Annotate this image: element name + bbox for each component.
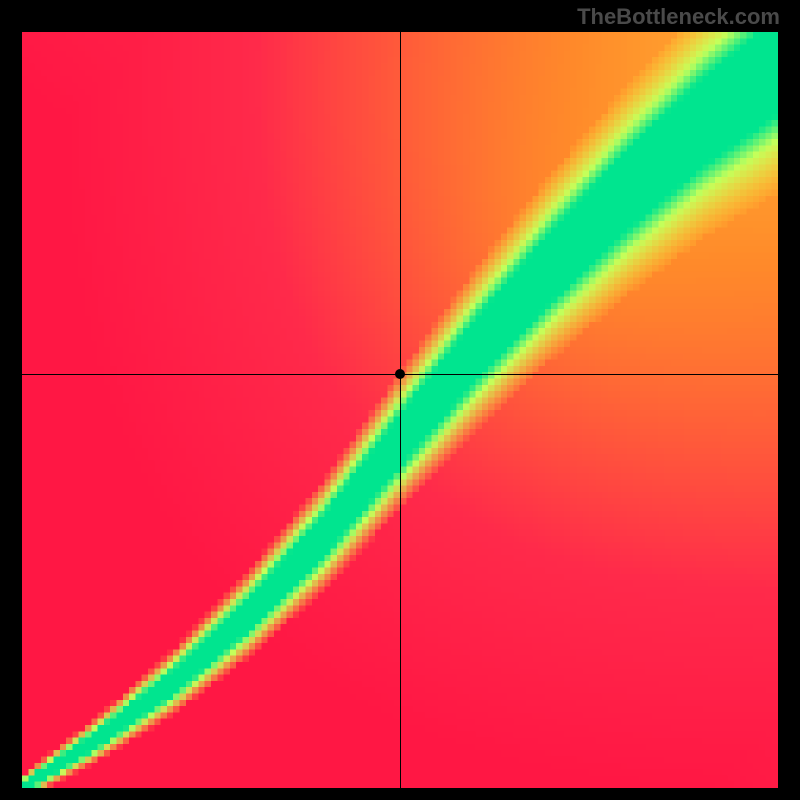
crosshair-marker <box>395 369 405 379</box>
crosshair-vertical <box>400 32 401 788</box>
heatmap-plot <box>22 32 778 788</box>
watermark-text: TheBottleneck.com <box>577 4 780 30</box>
